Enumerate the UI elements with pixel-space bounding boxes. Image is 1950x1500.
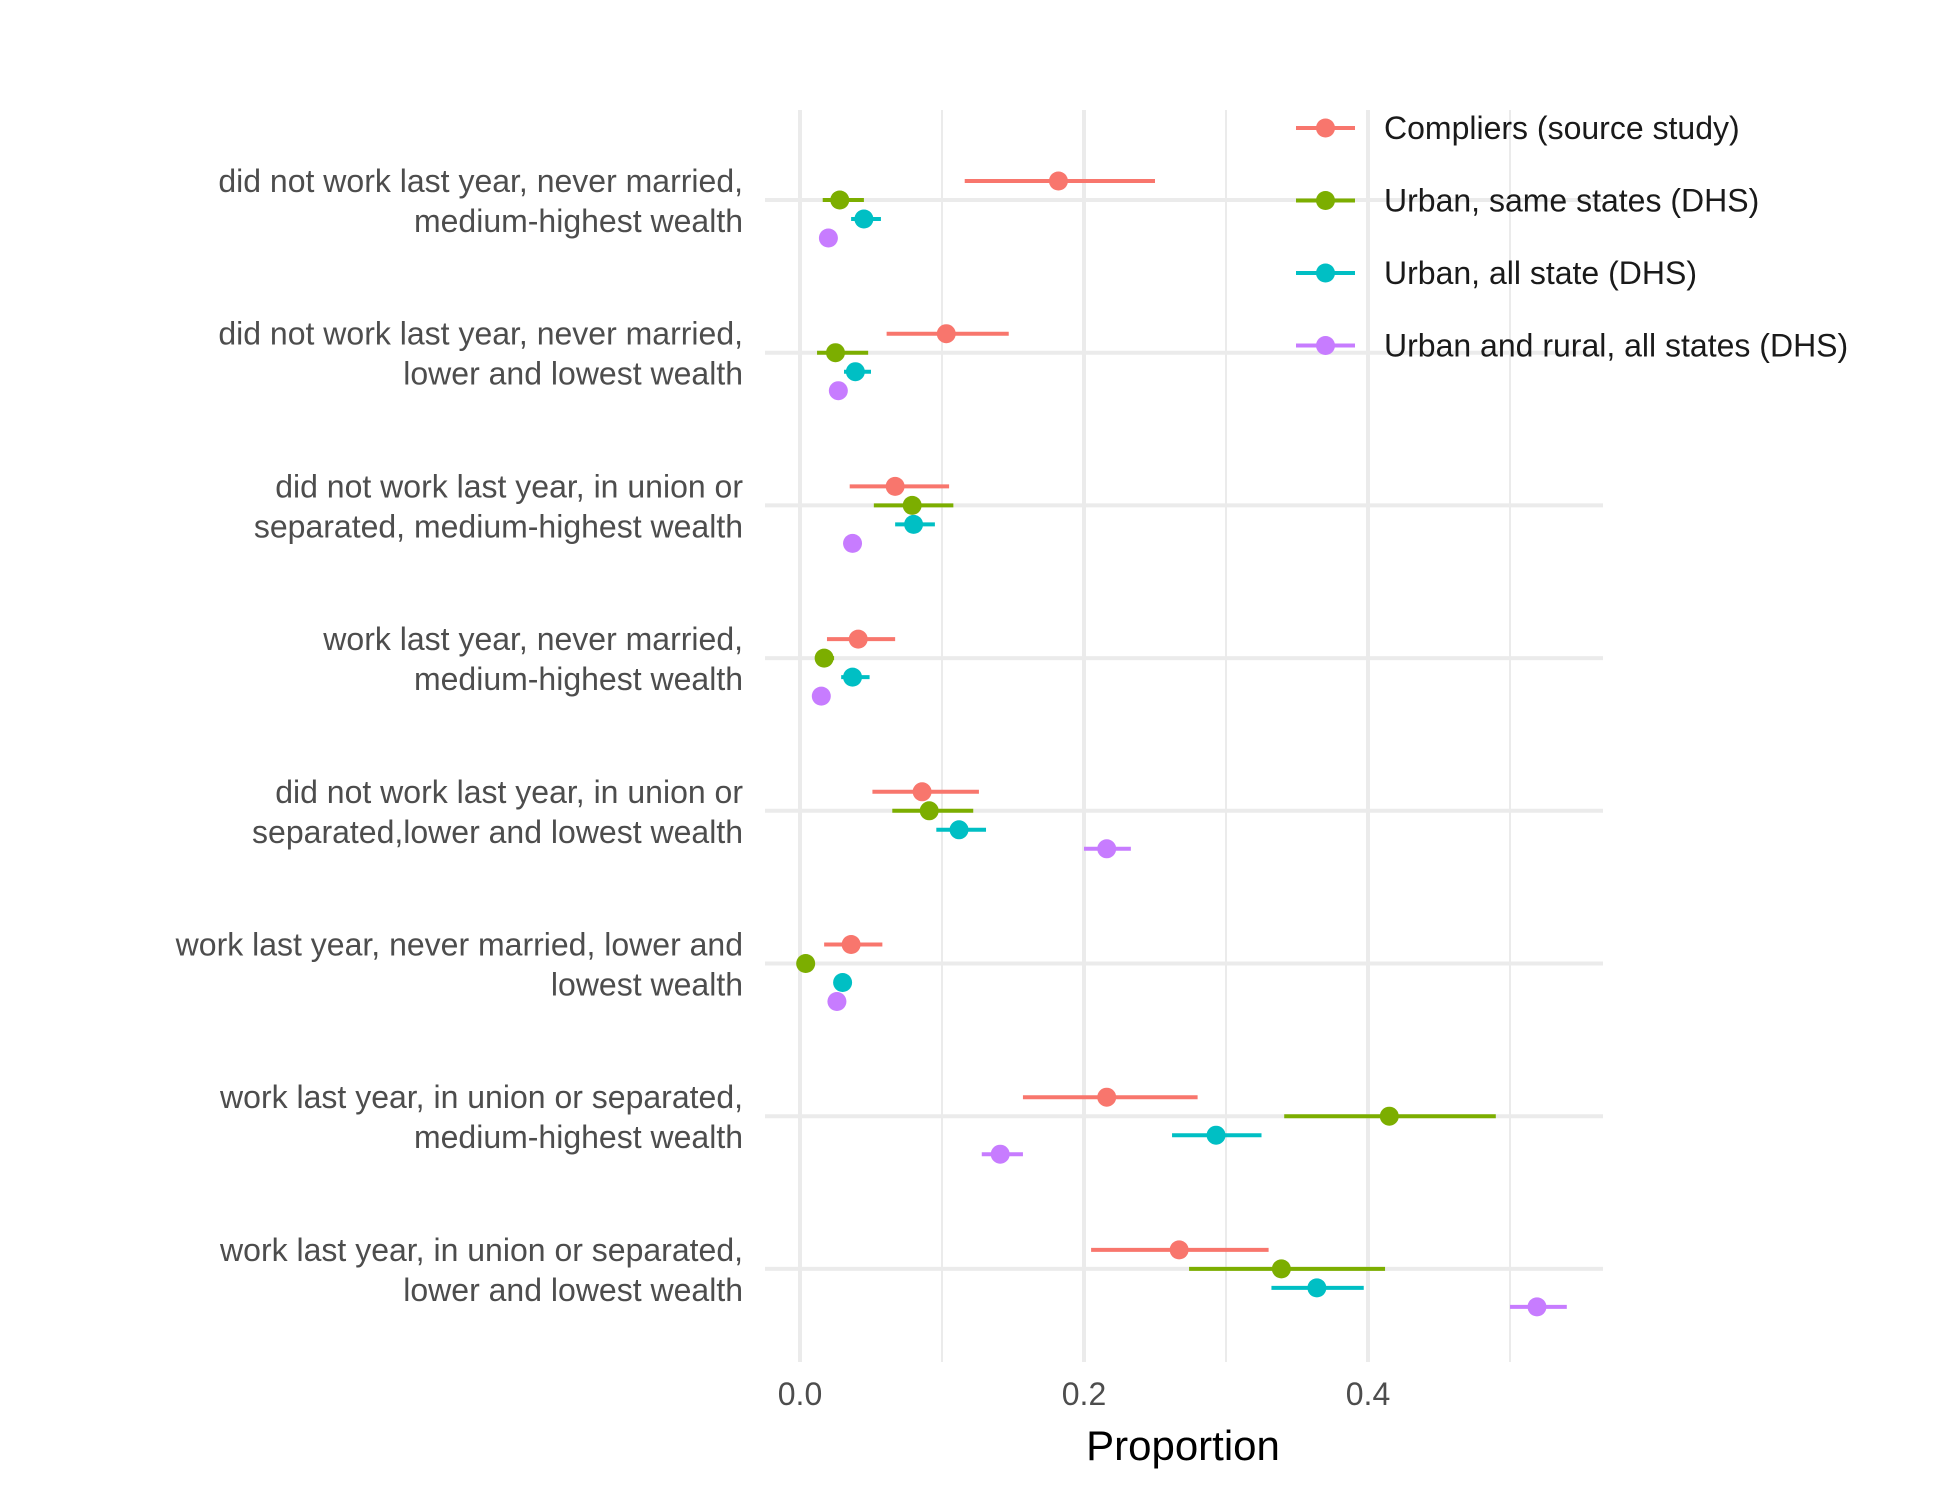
series-1-point-2 bbox=[902, 495, 922, 515]
legend-key-point-3 bbox=[1316, 336, 1335, 355]
y-tick-label-7-line-0: work last year, in union or separated, bbox=[219, 1232, 743, 1268]
legend-label-0: Compliers (source study) bbox=[1384, 110, 1740, 146]
series-2-point-2 bbox=[904, 514, 924, 534]
y-tick-label-6: work last year, in union or separated, me… bbox=[219, 1079, 743, 1155]
series-3-point-0 bbox=[818, 228, 838, 248]
x-tick-label-1: 0.2 bbox=[1062, 1376, 1106, 1412]
series-2-point-6 bbox=[1206, 1125, 1226, 1145]
series-0 bbox=[824, 171, 1269, 1260]
y-tick-label-0-line-1: medium-highest wealth bbox=[414, 203, 743, 239]
y-tick-label-5-line-1: lowest wealth bbox=[551, 967, 743, 1003]
series-3-point-7 bbox=[1527, 1297, 1547, 1317]
legend-key-point-1 bbox=[1316, 191, 1335, 210]
y-tick-label-2-line-1: separated, medium-highest wealth bbox=[254, 508, 743, 544]
grid bbox=[765, 110, 1603, 1362]
y-tick-label-7-line-1: lower and lowest wealth bbox=[403, 1272, 743, 1308]
y-axis-tick-labels: did not work last year, never married, me… bbox=[175, 163, 744, 1308]
y-tick-label-1-line-1: lower and lowest wealth bbox=[403, 356, 743, 392]
series-2-point-7 bbox=[1307, 1278, 1327, 1298]
legend-label-1: Urban, same states (DHS) bbox=[1384, 183, 1759, 219]
series-0-point-5 bbox=[841, 935, 861, 954]
x-tick-label-0: 0.0 bbox=[778, 1376, 822, 1412]
x-tick-label-2: 0.4 bbox=[1346, 1376, 1390, 1412]
legend-label-2: Urban, all state (DHS) bbox=[1384, 255, 1697, 291]
y-tick-label-6-line-0: work last year, in union or separated, bbox=[219, 1079, 743, 1115]
series-1-point-7 bbox=[1271, 1259, 1291, 1279]
series-1-point-5 bbox=[796, 954, 816, 973]
y-tick-label-7: work last year, in union or separated, lo… bbox=[219, 1232, 743, 1308]
series-0-point-1 bbox=[936, 324, 956, 344]
series-1-point-1 bbox=[826, 343, 845, 363]
series-1-point-3 bbox=[814, 648, 834, 668]
series-2-point-0 bbox=[854, 209, 874, 229]
y-tick-label-4-line-1: separated,lower and lowest wealth bbox=[252, 814, 743, 850]
legend-key-0 bbox=[1296, 118, 1355, 138]
series-2-point-5 bbox=[833, 973, 853, 992]
series-0-point-7 bbox=[1169, 1240, 1189, 1260]
legend-key-3 bbox=[1296, 336, 1355, 355]
y-tick-label-5-line-0: work last year, never married, lower and bbox=[175, 927, 743, 963]
series-3 bbox=[811, 228, 1567, 1317]
data-series bbox=[796, 171, 1567, 1317]
legend-key-point-0 bbox=[1316, 118, 1335, 138]
series-0-point-4 bbox=[912, 782, 932, 802]
series-3-point-1 bbox=[828, 381, 848, 401]
series-1-point-0 bbox=[830, 190, 850, 210]
y-tick-label-0-line-0: did not work last year, never married, bbox=[218, 163, 743, 199]
series-0-point-6 bbox=[1097, 1087, 1117, 1107]
series-1-point-6 bbox=[1379, 1106, 1399, 1126]
legend-label-3: Urban and rural, all states (DHS) bbox=[1384, 328, 1848, 364]
legend: Compliers (source study) Urban, same stat… bbox=[1296, 110, 1848, 364]
series-1 bbox=[796, 190, 1496, 1279]
series-2 bbox=[833, 209, 1364, 1298]
series-3-point-4 bbox=[1097, 839, 1117, 859]
y-tick-label-5: work last year, never married, lower and… bbox=[175, 927, 743, 1003]
y-tick-label-3-line-0: work last year, never married, bbox=[322, 621, 743, 657]
series-0-point-3 bbox=[848, 629, 868, 649]
series-3-point-2 bbox=[843, 533, 863, 553]
y-tick-label-4-line-0: did not work last year, in union or bbox=[275, 774, 743, 810]
y-tick-label-3-line-1: medium-highest wealth bbox=[414, 661, 743, 697]
y-tick-label-6-line-1: medium-highest wealth bbox=[414, 1119, 743, 1155]
y-tick-label-1: did not work last year, never married, lo… bbox=[218, 316, 743, 392]
y-tick-label-0: did not work last year, never married, me… bbox=[218, 163, 743, 239]
x-axis-label: Proportion bbox=[1086, 1422, 1280, 1469]
series-0-point-2 bbox=[885, 476, 905, 496]
y-tick-label-2: did not work last year, in union or separ… bbox=[254, 468, 744, 544]
x-axis-tick-labels: 0.0 0.2 0.4 bbox=[778, 1376, 1390, 1412]
series-0-point-0 bbox=[1048, 171, 1068, 191]
series-3-point-3 bbox=[811, 686, 831, 706]
legend-key-2 bbox=[1296, 263, 1355, 283]
series-2-point-3 bbox=[843, 667, 863, 687]
series-2-point-1 bbox=[845, 362, 865, 382]
legend-key-1 bbox=[1296, 191, 1355, 210]
series-1-point-4 bbox=[919, 801, 939, 821]
series-2-point-4 bbox=[949, 820, 969, 840]
y-tick-label-4: did not work last year, in union or separ… bbox=[252, 774, 743, 850]
y-tick-label-1-line-0: did not work last year, never married, bbox=[218, 316, 743, 352]
y-tick-label-3: work last year, never married, medium-hig… bbox=[322, 621, 743, 697]
y-tick-label-2-line-0: did not work last year, in union or bbox=[275, 468, 743, 504]
legend-key-point-2 bbox=[1316, 263, 1335, 283]
series-3-point-6 bbox=[990, 1144, 1010, 1164]
series-3-point-5 bbox=[827, 992, 847, 1011]
